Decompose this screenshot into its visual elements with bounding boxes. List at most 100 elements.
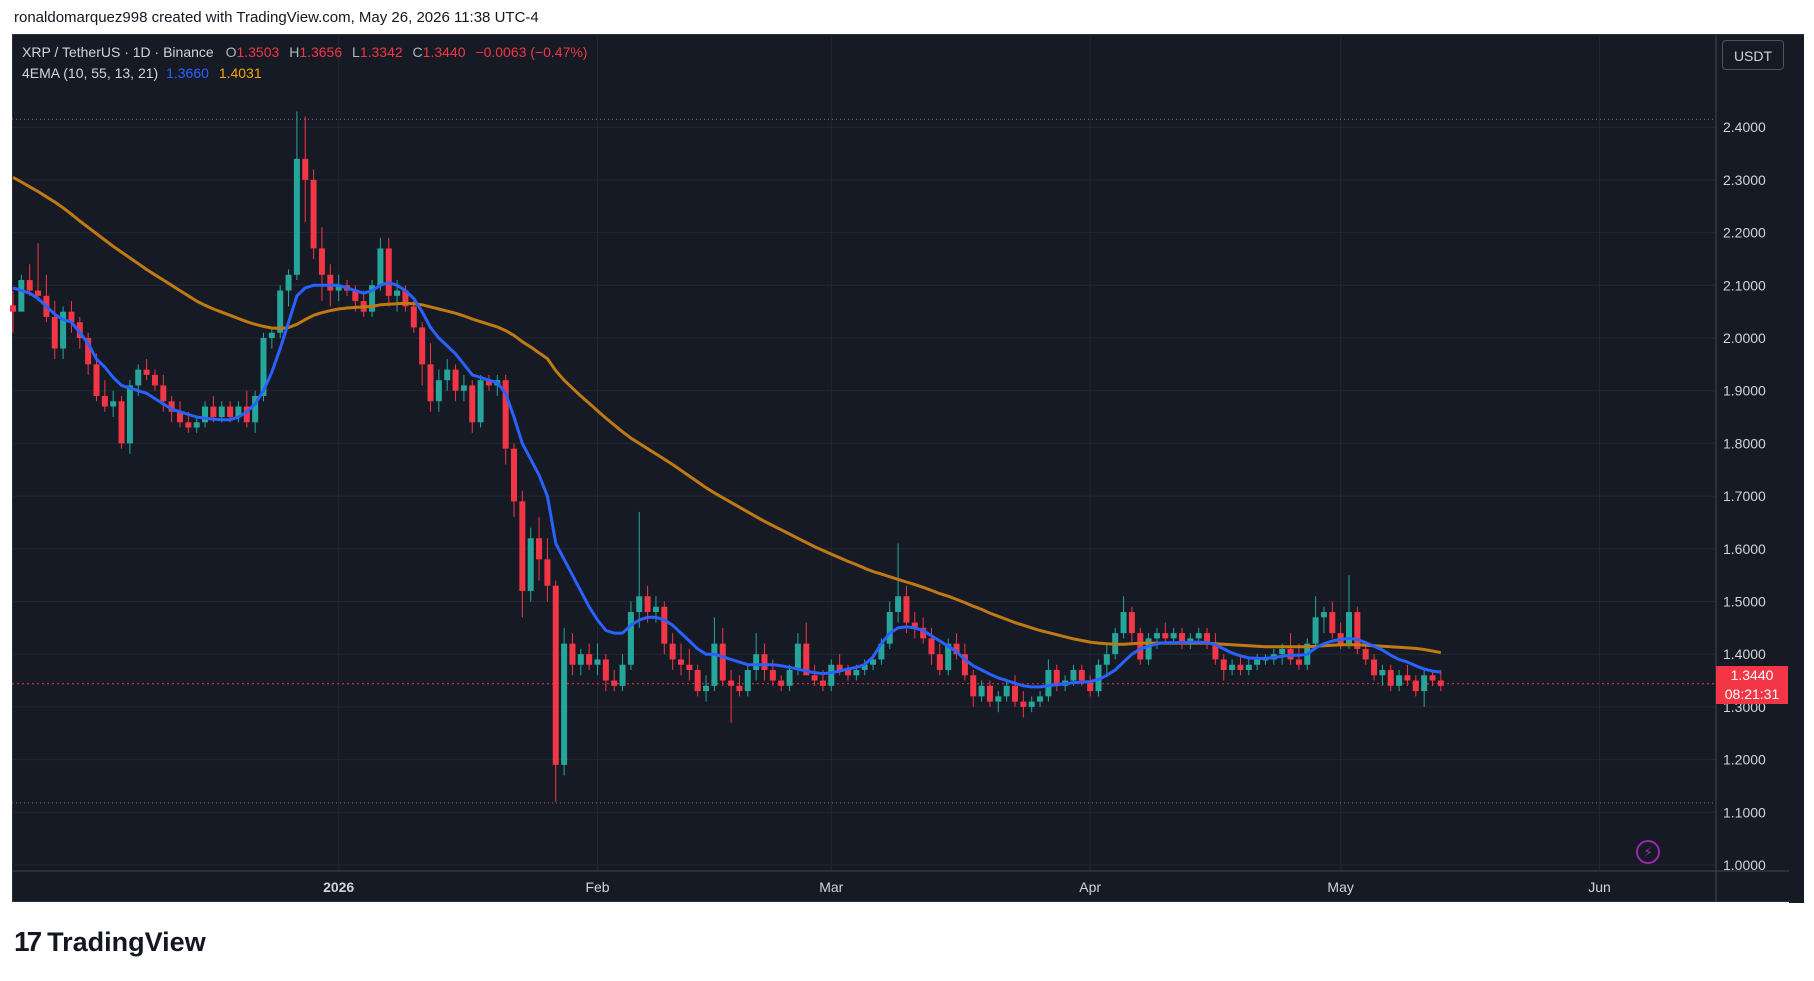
candle-body (1279, 648, 1286, 655)
indicator-legend[interactable]: 4EMA (10, 55, 13, 21) 1.3660 1.4031 (22, 65, 262, 81)
candle-body (778, 680, 785, 686)
candle-body (318, 248, 325, 275)
candle-body (460, 385, 467, 391)
y-axis-tick-label: 1.7000 (1723, 488, 1766, 504)
candle-body (861, 664, 868, 671)
candle-body (1212, 643, 1219, 660)
candle-body (1204, 633, 1211, 644)
x-axis-tick-label: Jun (1588, 879, 1611, 895)
candle-body (1170, 633, 1177, 639)
candle-body (101, 395, 108, 407)
candle-body (1078, 670, 1085, 681)
tradingview-logo[interactable]: 17 TradingView (14, 926, 206, 958)
candle-body (394, 290, 401, 296)
lightning-icon[interactable]: ⚡ (1636, 840, 1660, 864)
candle-body (352, 290, 359, 302)
candle-body (302, 158, 309, 180)
candle-body (511, 448, 517, 502)
candle-body (1379, 670, 1386, 676)
candle-body (803, 643, 810, 676)
high-label: H (289, 44, 300, 60)
candle-body (26, 280, 33, 291)
candle-body (1162, 633, 1169, 639)
candle-body (936, 654, 943, 671)
y-axis-tick-label: 2.4000 (1723, 119, 1766, 135)
candle-body (1371, 659, 1378, 676)
candle-body (611, 680, 618, 686)
candle-body (953, 643, 960, 655)
candle-body (335, 285, 342, 291)
candle-body (1195, 633, 1202, 639)
candle-body (85, 338, 92, 365)
candle-body (118, 401, 125, 444)
candle-body (586, 654, 593, 665)
candle-body (569, 643, 576, 665)
candle-body (502, 380, 509, 449)
candle-body (1354, 612, 1361, 649)
candle-body (619, 664, 626, 686)
candle-body (845, 670, 851, 676)
candle-body (828, 664, 835, 686)
x-axis-tick-label: Mar (819, 879, 843, 895)
candle-body (686, 664, 693, 671)
x-axis-tick-label: 2026 (323, 879, 354, 895)
candle-body (469, 385, 476, 423)
ema-fast-line (12, 281, 1441, 689)
candle-body (769, 670, 776, 681)
ema-slow-value: 1.4031 (218, 65, 262, 81)
candle-body (1396, 675, 1403, 686)
candle-body (377, 248, 384, 286)
candle-body (661, 606, 668, 644)
candle-body (711, 643, 718, 686)
candle-body (60, 311, 67, 349)
y-axis-tick-label: 1.4000 (1723, 646, 1766, 662)
y-axis-tick-label: 2.3000 (1723, 172, 1766, 188)
close-value: 1.3440 (422, 44, 466, 60)
candle-body (1045, 670, 1052, 697)
chart-right-padding (1789, 35, 1804, 903)
candle-body (986, 685, 993, 702)
candle-body (644, 596, 651, 613)
candle-body (477, 380, 484, 423)
candle-body (1070, 670, 1077, 681)
tradingview-logo-icon: 17 (14, 926, 42, 957)
candle-body (1254, 659, 1261, 665)
countdown-tag: 08:21:31 (1716, 684, 1788, 704)
candle-body (444, 369, 451, 381)
symbol-legend[interactable]: XRP / TetherUS · 1D · Binance O1.3503 H1… (22, 44, 593, 60)
candle-body (1429, 675, 1436, 681)
candle-body (168, 401, 175, 412)
high-value: 1.3656 (299, 44, 343, 60)
candle-body (1103, 654, 1110, 665)
candle-body (485, 380, 492, 386)
candle-body (1137, 633, 1144, 660)
candle-body (819, 680, 826, 686)
candle-body (903, 596, 910, 623)
currency-button[interactable]: USDT (1722, 40, 1784, 70)
change-value: −0.0063 (−0.47%) (475, 44, 588, 60)
symbol-title[interactable]: XRP / TetherUS · 1D · Binance (22, 44, 214, 60)
candle-body (277, 290, 284, 333)
candle-body (636, 596, 643, 613)
candle-body (193, 422, 200, 428)
candle-body (911, 622, 918, 628)
y-axis-tick-label: 1.0000 (1723, 857, 1766, 873)
candle-body (728, 680, 735, 686)
candle-body (761, 654, 768, 671)
candle-body (995, 696, 1002, 702)
candle-body (1179, 633, 1185, 644)
candle-body (594, 659, 601, 665)
candle-body (385, 248, 392, 296)
candle-body (427, 364, 434, 402)
candle-body (1421, 675, 1428, 692)
candle-body (435, 380, 442, 402)
low-label: L (352, 44, 360, 60)
y-axis-tick-label: 2.2000 (1723, 225, 1766, 241)
candle-body (1053, 670, 1060, 686)
candle-body (561, 643, 568, 765)
candle-body (1404, 675, 1411, 681)
candle-body (736, 685, 743, 692)
candle-body (1229, 664, 1236, 671)
indicator-title[interactable]: 4EMA (10, 55, 13, 21) (22, 65, 159, 81)
